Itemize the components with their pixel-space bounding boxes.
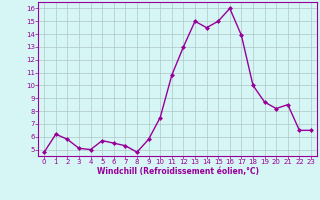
- X-axis label: Windchill (Refroidissement éolien,°C): Windchill (Refroidissement éolien,°C): [97, 167, 259, 176]
